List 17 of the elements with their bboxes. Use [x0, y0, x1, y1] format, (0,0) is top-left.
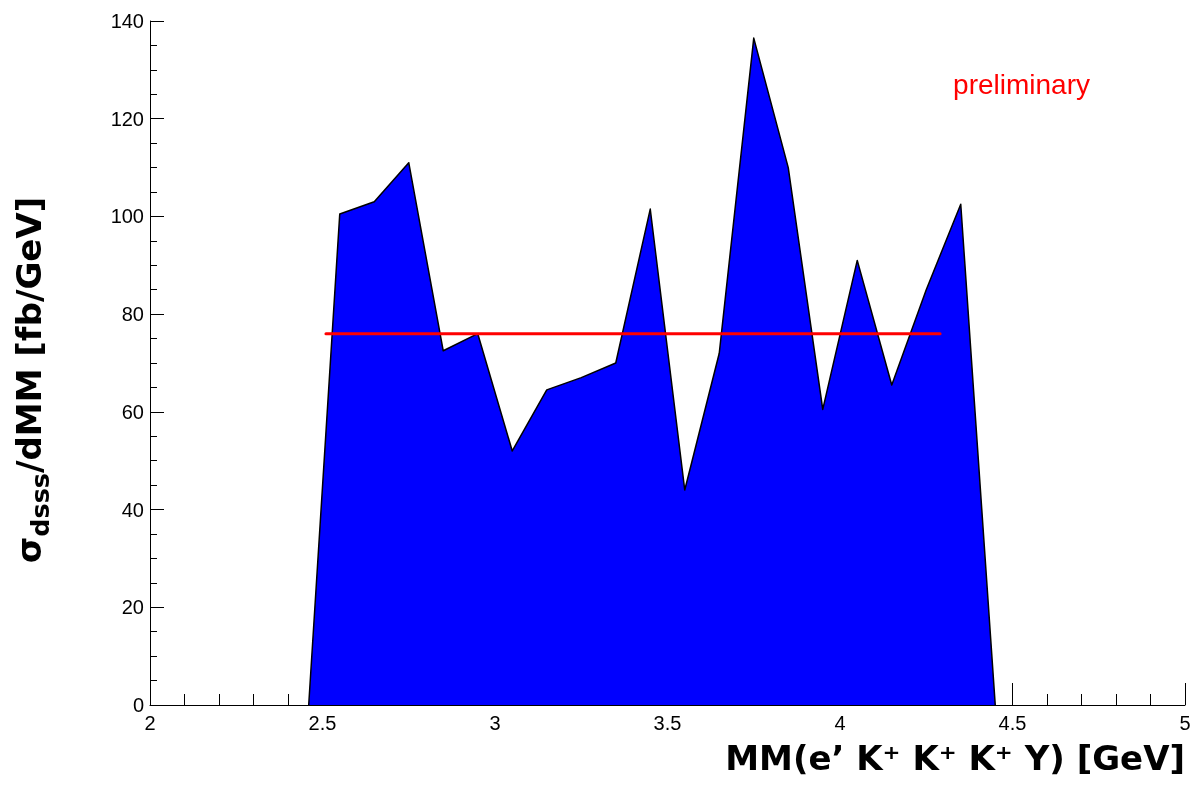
x-tick-label: 2.5 [308, 712, 337, 734]
y-tick-label: 40 [121, 498, 144, 521]
x-tick-label: 5 [1179, 712, 1191, 734]
x-tick-label: 2 [144, 712, 156, 734]
x-tick-label: 3.5 [653, 712, 682, 734]
y-tick-label: 140 [110, 10, 144, 32]
x-tick-label: 4 [834, 712, 846, 734]
y-tick-label: 60 [121, 400, 144, 423]
y-tick-label: 100 [110, 205, 144, 228]
y-tick-label: 0 [132, 694, 144, 716]
annotation: preliminary [953, 68, 1091, 100]
y-tick-label: 120 [110, 107, 144, 130]
x-tick-label: 3 [489, 712, 501, 734]
x-axis-title: MM(e’ K⁺ K⁺ K⁺ Y) [GeV] [725, 738, 1185, 778]
x-tick-label: 4.5 [998, 712, 1027, 734]
y-tick-label: 20 [121, 596, 144, 619]
y-tick-label: 80 [121, 303, 144, 326]
